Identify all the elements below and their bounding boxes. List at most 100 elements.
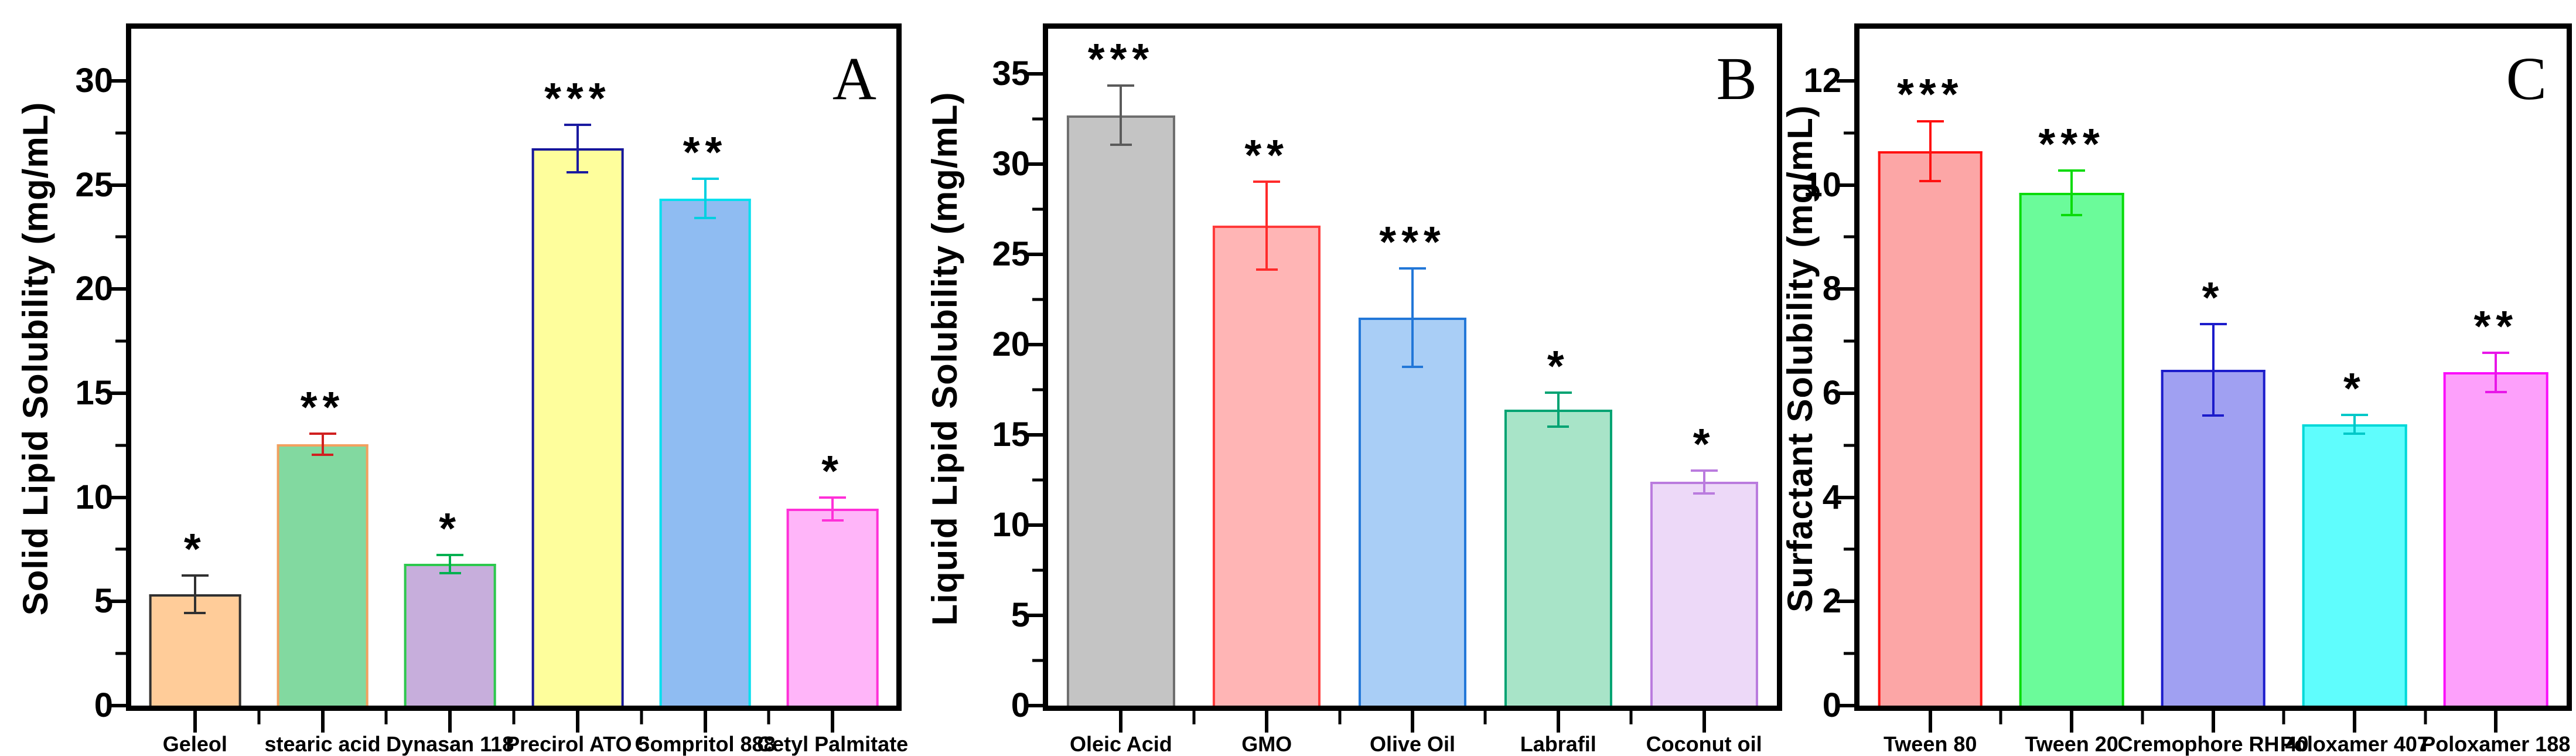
error-bar-cetyl-palmitate — [819, 496, 847, 522]
y-minor-tick — [1032, 298, 1043, 301]
y-major-tick — [1837, 183, 1854, 187]
error-bar-cremophore-rh-40 — [2199, 322, 2227, 417]
error-line — [2070, 169, 2073, 216]
error-line — [831, 496, 834, 522]
significance-cetyl-palmitate: * — [821, 446, 844, 495]
error-line — [576, 123, 579, 173]
error-line — [2212, 322, 2215, 417]
significance-dynasan-118: * — [439, 503, 462, 553]
panel-surfactant: Surfactant Solubility (mg/mL) C 0 2 4 6 8 10 1… — [1780, 0, 2576, 755]
category-label-dynasan-118: Dynasan 118 — [386, 732, 514, 756]
bar-precirol-ato-5 — [531, 148, 624, 706]
category-label-olive-oil: Olive Oil — [1369, 732, 1456, 756]
significance-labrafil: * — [1547, 342, 1570, 391]
bar-dynasan-118 — [404, 564, 496, 706]
bar-cetyl-palmitate — [786, 509, 879, 706]
y-minor-tick — [1032, 207, 1043, 211]
x-minor-tick — [2424, 711, 2427, 724]
bar-olive-oil — [1358, 317, 1467, 706]
y-minor-tick — [1844, 444, 1854, 447]
y-major-tick — [1025, 162, 1043, 166]
error-bar-olive-oil — [1399, 267, 1426, 369]
y-minor-tick — [1844, 235, 1854, 239]
y-major-tick — [1837, 495, 1854, 499]
error-bar-dynasan-118 — [436, 553, 464, 575]
x-major-tick — [320, 711, 325, 733]
significance-tween-20: *** — [2038, 119, 2105, 168]
category-label-cetyl-palmitate: Cetyl Palmitate — [757, 732, 909, 756]
category-label-oleic-acid: Oleic Acid — [1070, 732, 1172, 756]
y-minor-tick — [1032, 388, 1043, 391]
category-label-poloxamer-188: Poloxamer 188 — [2421, 732, 2571, 756]
plot-area: A 0 5 10 15 20 25 30 * Geleol ** stearic acid * Dyna… — [75, 23, 908, 755]
bar-stearic-acid — [277, 444, 369, 706]
bar-cremophore-rh-40 — [2161, 369, 2265, 706]
y-major-tick — [1837, 79, 1854, 83]
y-major-tick — [1025, 523, 1043, 527]
y-minor-tick — [1844, 131, 1854, 135]
y-tick-label: 10 — [1803, 165, 1841, 204]
y-tick-label: 2 — [1822, 582, 1841, 621]
category-label-stearic-acid: stearic acid — [264, 732, 381, 756]
x-major-tick — [2211, 711, 2215, 733]
y-minor-tick — [115, 444, 126, 447]
x-major-tick — [703, 711, 707, 733]
y-axis-title: Solid Lipid Solubility (mg/mL) — [16, 101, 55, 616]
error-bar-labrafil — [1544, 391, 1572, 428]
y-minor-tick — [1844, 547, 1854, 551]
error-line — [1557, 391, 1560, 428]
y-major-tick — [1837, 704, 1854, 707]
error-line — [193, 574, 196, 614]
error-line — [449, 553, 452, 575]
y-major-tick — [1025, 72, 1043, 76]
bar-compritol-888 — [659, 198, 751, 706]
y-minor-tick — [115, 131, 126, 135]
y-major-tick — [108, 183, 126, 187]
y-major-tick — [108, 79, 126, 83]
y-tick-label: 6 — [1822, 373, 1841, 412]
y-tick-label: 5 — [94, 582, 113, 621]
y-minor-tick — [1032, 659, 1043, 662]
y-tick-label: 15 — [75, 373, 113, 412]
significance-poloxamer-188: ** — [2473, 301, 2519, 350]
bar-tween-20 — [2019, 192, 2124, 706]
x-minor-tick — [384, 711, 388, 724]
x-major-tick — [1702, 711, 1706, 733]
x-major-tick — [575, 711, 579, 733]
y-tick-label: 35 — [992, 55, 1030, 93]
error-line — [1702, 469, 1705, 495]
y-tick-label: 30 — [992, 145, 1030, 183]
significance-olive-oil: *** — [1379, 217, 1446, 266]
y-tick-label: 0 — [1822, 686, 1841, 724]
error-line — [1411, 267, 1414, 369]
x-major-tick — [193, 711, 197, 733]
y-minor-tick — [115, 652, 126, 655]
y-tick-label: 5 — [1011, 596, 1030, 634]
x-major-tick — [1265, 711, 1269, 733]
y-axis-title: Liquid Lipid Solubility (mg/mL) — [925, 91, 964, 626]
y-tick-label: 25 — [992, 235, 1030, 273]
plot-area: B 0 5 10 15 20 25 30 35 *** Oleic Acid ** GMO *** Oli… — [992, 23, 1782, 755]
x-major-tick — [1411, 711, 1414, 733]
error-bar-poloxamer-407 — [2340, 414, 2368, 435]
y-major-tick — [108, 704, 126, 707]
x-minor-tick — [1999, 711, 2002, 724]
bar-poloxamer-188 — [2443, 372, 2548, 706]
error-bar-compritol-888 — [691, 178, 719, 220]
y-major-tick — [1025, 253, 1043, 256]
category-label-compritol-888: Compritol 888 — [634, 732, 776, 756]
panel-letter: A — [832, 45, 876, 113]
y-major-tick — [1025, 614, 1043, 617]
y-major-tick — [108, 495, 126, 499]
y-minor-tick — [115, 547, 126, 551]
error-bar-geleol — [181, 574, 209, 614]
y-minor-tick — [1032, 568, 1043, 572]
x-minor-tick — [1192, 711, 1196, 724]
category-label-tween-20: Tween 20 — [2025, 732, 2118, 756]
y-tick-label: 15 — [992, 416, 1030, 454]
x-minor-tick — [640, 711, 643, 724]
plot-area: C 0 2 4 6 8 10 12 *** Tween 80 *** Tween 20 * Cremop… — [1803, 23, 2572, 755]
y-major-tick — [1837, 600, 1854, 604]
x-minor-tick — [767, 711, 770, 724]
panel-solid-lipid: Solid Lipid Solubility (mg/mL) A 0 5 10 15 2… — [0, 0, 917, 755]
